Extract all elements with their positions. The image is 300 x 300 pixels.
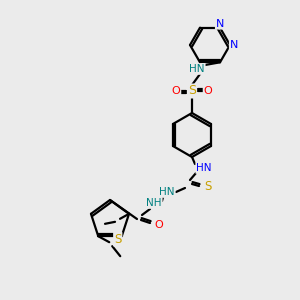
Text: HN: HN [189, 64, 205, 74]
Text: HN: HN [196, 163, 212, 173]
Text: N: N [216, 19, 224, 29]
Text: S: S [114, 233, 122, 246]
Text: NH: NH [146, 198, 162, 208]
Text: N: N [230, 40, 238, 50]
Text: O: O [172, 86, 180, 96]
Text: O: O [154, 220, 164, 230]
Text: O: O [204, 86, 212, 96]
Text: S: S [204, 181, 212, 194]
Text: HN: HN [159, 187, 175, 197]
Text: S: S [188, 85, 196, 98]
